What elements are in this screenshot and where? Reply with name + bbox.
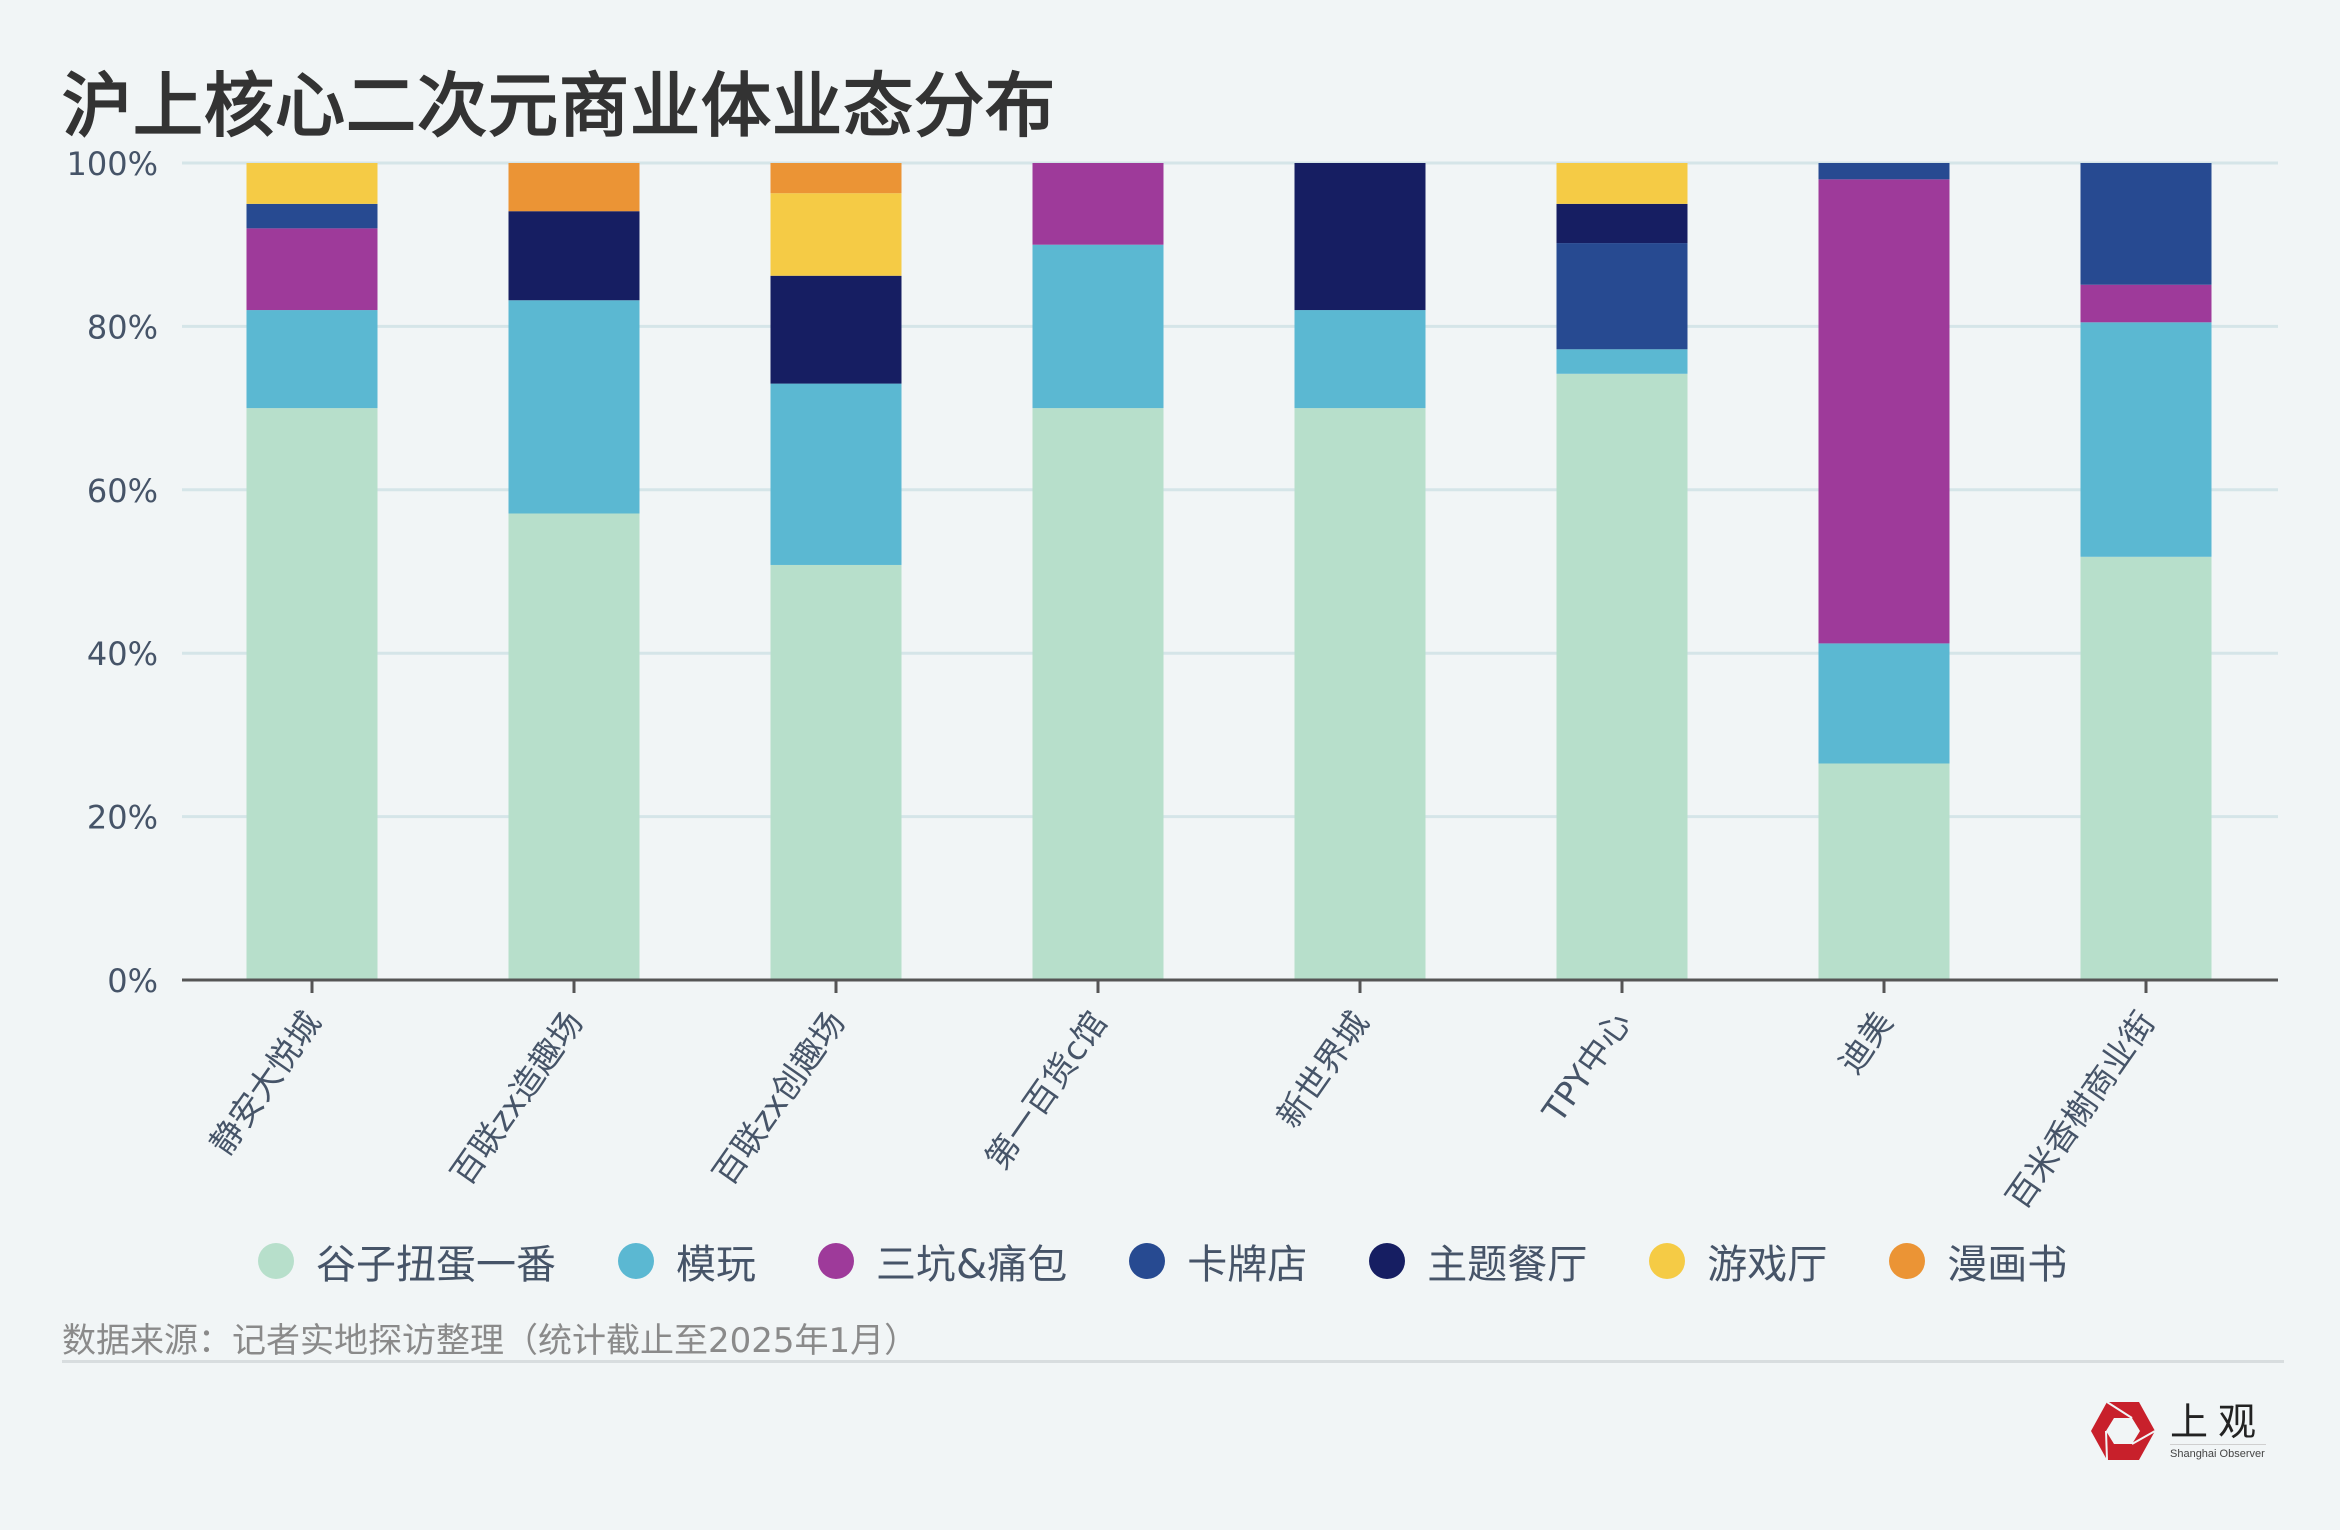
legend-label: 模玩 (676, 1242, 756, 1288)
legend-item: 主题餐厅 (1369, 1232, 1587, 1290)
legend-item: 游戏厅 (1649, 1232, 1827, 1290)
legend-label: 游戏厅 (1707, 1242, 1828, 1288)
bar-segment (1032, 408, 1164, 981)
source-divider (62, 1360, 2284, 1363)
legend-dot-icon (1129, 1243, 1166, 1279)
legend-dot-icon (818, 1243, 854, 1279)
bar-segment (1294, 310, 1426, 409)
x-tick-label: 百联zx造趣场 (443, 1004, 591, 1192)
legend-label: 漫画书 (1947, 1242, 2068, 1288)
bar-segment (770, 383, 902, 565)
bar-segment (1556, 203, 1688, 244)
legend-dot-icon (1369, 1243, 1406, 1279)
bar-segment (246, 228, 378, 311)
bar-segment (1294, 408, 1426, 981)
legend: 谷子扭蛋一番 模玩 三坑&痛包 卡牌店 主题餐厅 游戏厅 漫画书 (258, 1232, 2129, 1290)
bar-stack (1556, 163, 1688, 980)
bar-segment (770, 275, 902, 384)
y-tick-label: 60% (87, 472, 158, 510)
bar-segment (1032, 244, 1164, 409)
y-tick-label: 80% (87, 308, 158, 346)
shutter-logo-icon (2091, 1401, 2156, 1461)
x-tick-label: 百联zx创趣场 (705, 1004, 853, 1192)
source-note: 数据来源：记者实地探访整理（统计截止至2025年1月） (62, 1321, 919, 1361)
bar-segment (1032, 163, 1164, 245)
legend-dot-icon (258, 1243, 294, 1279)
bar-segment (1818, 643, 1950, 764)
y-tick-label: 20% (87, 799, 158, 837)
x-tick-label: 百米香榭商业街 (1998, 1004, 2162, 1216)
bar-segment (1556, 243, 1688, 350)
bar-stack (246, 163, 378, 981)
bar-stack (2080, 163, 2212, 980)
bar-segment (508, 300, 640, 514)
x-tick-label: 静安大悦城 (202, 1004, 329, 1162)
bar-segment (770, 163, 902, 194)
x-tick-label: 第一百货c馆 (978, 1004, 1115, 1176)
stacked-bar-chart: 0% 20% 40% 60% 80% 100% 静安大悦城 百联zx造趣场 百联zx创趣场 第一… (67, 145, 2278, 1216)
bar-segment (508, 513, 640, 980)
legend-dot-icon (1649, 1243, 1686, 1279)
logo: 上观 Shanghai Observer (2090, 1400, 2267, 1462)
bar-stack (1032, 163, 1164, 981)
legend-item: 三坑&痛包 (818, 1232, 1067, 1290)
legend-dot-icon (1889, 1243, 1926, 1279)
bar-segment (2080, 556, 2212, 980)
y-tick-label: 40% (87, 635, 158, 673)
bar-segment (1556, 373, 1688, 980)
x-tick-label: 迪美 (1831, 1004, 1901, 1080)
logo-cn-text: 上观 (2170, 1400, 2267, 1445)
bar-segment (246, 310, 378, 409)
legend-item: 谷子扭蛋一番 (258, 1232, 556, 1290)
bar-segment (1818, 163, 1950, 180)
bar-segment (2080, 284, 2212, 323)
bar-segment (1556, 349, 1688, 374)
x-tick-label: 新世界城 (1269, 1004, 1377, 1134)
bar-stack (770, 163, 902, 980)
bar-segment (770, 564, 902, 980)
bar-segment (1294, 163, 1426, 311)
bar-stack (1294, 163, 1426, 981)
logo-en-text: Shanghai Observer (2170, 1448, 2265, 1460)
y-tick-label: 100% (67, 145, 158, 183)
bar-segment (246, 203, 378, 229)
legend-item: 模玩 (618, 1232, 756, 1290)
x-axis: 静安大悦城 百联zx造趣场 百联zx创趣场 第一百货c馆 新世界城 TPY中心 迪美 百米香榭… (182, 978, 2278, 1216)
y-tick-label: 0% (107, 962, 158, 1000)
bar-segment (1818, 179, 1950, 644)
bar-segment (246, 163, 378, 204)
legend-label: 卡牌店 (1187, 1242, 1308, 1288)
bar-segment (508, 163, 640, 212)
legend-dot-icon (618, 1243, 654, 1279)
legend-label: 三坑&痛包 (876, 1242, 1068, 1288)
legend-item: 漫画书 (1889, 1232, 2067, 1290)
bar-stack (1818, 163, 1950, 980)
bar-segment (246, 408, 378, 981)
bar-stack (508, 163, 640, 980)
chart-title: 沪上核心二次元商业体业态分布 (62, 65, 1056, 147)
x-tick-label: TPY中心 (1534, 1004, 1639, 1130)
legend-label: 谷子扭蛋一番 (316, 1242, 556, 1288)
bar-segment (1556, 163, 1688, 204)
y-axis-ticks: 0% 20% 40% 60% 80% 100% (67, 145, 158, 1000)
legend-item: 卡牌店 (1129, 1232, 1307, 1290)
bar-segment (2080, 322, 2212, 557)
bar-segment (2080, 163, 2212, 285)
bar-segment (508, 211, 640, 301)
bar-segment (1818, 763, 1950, 980)
gridlines (182, 161, 2278, 819)
bars (246, 163, 2212, 981)
bar-segment (770, 193, 902, 276)
legend-label: 主题餐厅 (1427, 1242, 1588, 1288)
